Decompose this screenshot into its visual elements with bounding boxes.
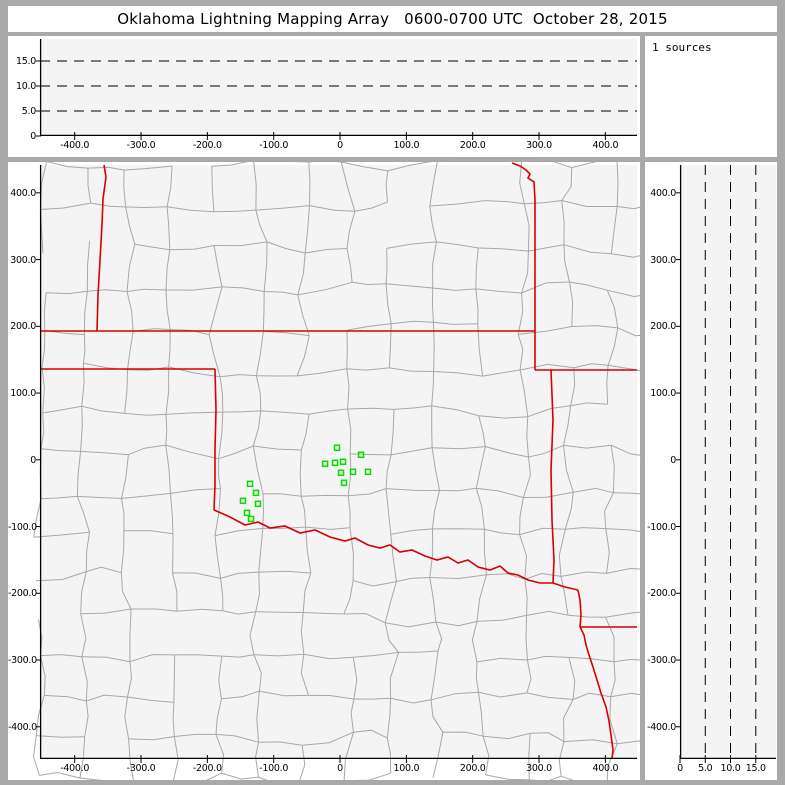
tick-label: 5.0 (698, 763, 713, 774)
sources-count-panel: 1 sources (645, 36, 777, 157)
ok-ar-border-line (550, 369, 555, 584)
tick-label: 0 (30, 454, 36, 466)
tick-label: 0 (670, 454, 676, 466)
tick-label: 400.0 (592, 763, 619, 774)
tick-label: 200.0 (650, 321, 676, 333)
tick-label: 300.0 (10, 254, 36, 266)
tick-label: -300.0 (8, 655, 37, 667)
lightning-source-point (357, 451, 365, 459)
ks-mo-border-line (511, 162, 536, 370)
tick-label: 400.0 (650, 187, 676, 199)
tick-label: -200.0 (192, 140, 222, 151)
lightning-source-point (246, 480, 254, 488)
tick-label: 200.0 (459, 763, 486, 774)
tick-label: -300.0 (647, 655, 676, 667)
title-bar: Oklahoma Lightning Mapping Array 0600-07… (8, 6, 777, 32)
lightning-source-point (340, 479, 348, 487)
lightning-source-point (349, 468, 357, 476)
tick-label: -400.0 (60, 140, 90, 151)
tick-label: 300.0 (526, 140, 552, 151)
sources-count-label: 1 sources (652, 41, 712, 54)
altitude-ew-panel: -400.0 -300.0 -200.0 -100.0 0 100.0 200.0 300.0… (8, 36, 640, 157)
lightning-source-point (364, 468, 372, 476)
co-ks-border-line (96, 164, 107, 332)
plan-view-plot[interactable] (32, 158, 664, 785)
tx-ok-100w-line (213, 368, 217, 511)
tick-label: -100.0 (259, 763, 289, 774)
tick-label: 400.0 (10, 187, 36, 199)
altitude-ns-plot[interactable] (676, 165, 776, 763)
tick-label: -100.0 (647, 521, 676, 533)
tick-label: -400.0 (60, 763, 90, 774)
tick-label: 100.0 (10, 388, 36, 400)
lightning-source-point (337, 469, 345, 477)
tick-label: -400.0 (8, 721, 37, 733)
tick-label: 300.0 (526, 763, 552, 774)
tick-label: 10.0 (16, 81, 36, 92)
tick-label: -100.0 (8, 521, 37, 533)
lightning-source-point (243, 509, 251, 517)
tick-label: 100.0 (650, 388, 676, 400)
tick-label: -100.0 (259, 140, 289, 151)
tick-label: -200.0 (647, 588, 676, 600)
tick-label: -300.0 (126, 140, 156, 151)
tick-label: -300.0 (126, 763, 156, 774)
tick-label: 200.0 (10, 321, 36, 333)
lightning-source-point (331, 459, 339, 467)
altitude-ew-plot[interactable] (36, 39, 637, 140)
tick-label: 100.0 (393, 763, 420, 774)
tick-label: -400.0 (647, 721, 676, 733)
lightning-source-point (254, 500, 262, 508)
lightning-source-point (252, 489, 260, 497)
plan-svg (32, 158, 664, 785)
tick-label: -200.0 (8, 588, 37, 600)
page-title: Oklahoma Lightning Mapping Array 0600-07… (117, 10, 668, 28)
tick-label: 300.0 (650, 254, 676, 266)
tick-label: -200.0 (192, 763, 222, 774)
lightning-source-point (321, 460, 329, 468)
lightning-source-point (247, 515, 255, 523)
tick-label: 0 (677, 763, 683, 774)
tick-label: 200.0 (459, 140, 486, 151)
tick-label: 0 (337, 763, 343, 774)
tick-label: 0 (337, 140, 343, 151)
altitude-ns-panel: 0 5.0 10.0 15.0 400.0 300.0 200.0 100.0 0 -100.0 -… (645, 162, 777, 780)
tx-ar-border-line (577, 589, 582, 628)
tick-label: 5.0 (21, 106, 37, 117)
tick-label: 100.0 (393, 140, 420, 151)
tick-label: 0 (30, 131, 36, 142)
lightning-source-point (339, 458, 347, 466)
tick-label: 15.0 (745, 763, 766, 774)
right-svg (676, 165, 776, 763)
red-river-line (213, 509, 579, 591)
lightning-source-point (333, 444, 341, 452)
county-lines (32, 158, 664, 785)
tx-la-border-line (579, 626, 614, 760)
tick-label: 15.0 (16, 56, 36, 67)
plan-view-panel: -400.0 -300.0 -200.0 -100.0 0 100.0 200.0 300.0… (8, 158, 664, 785)
tick-label: 10.0 (720, 763, 741, 774)
tick-label: 400.0 (592, 140, 619, 151)
lightning-source-point (239, 497, 247, 505)
top-svg (36, 39, 637, 140)
